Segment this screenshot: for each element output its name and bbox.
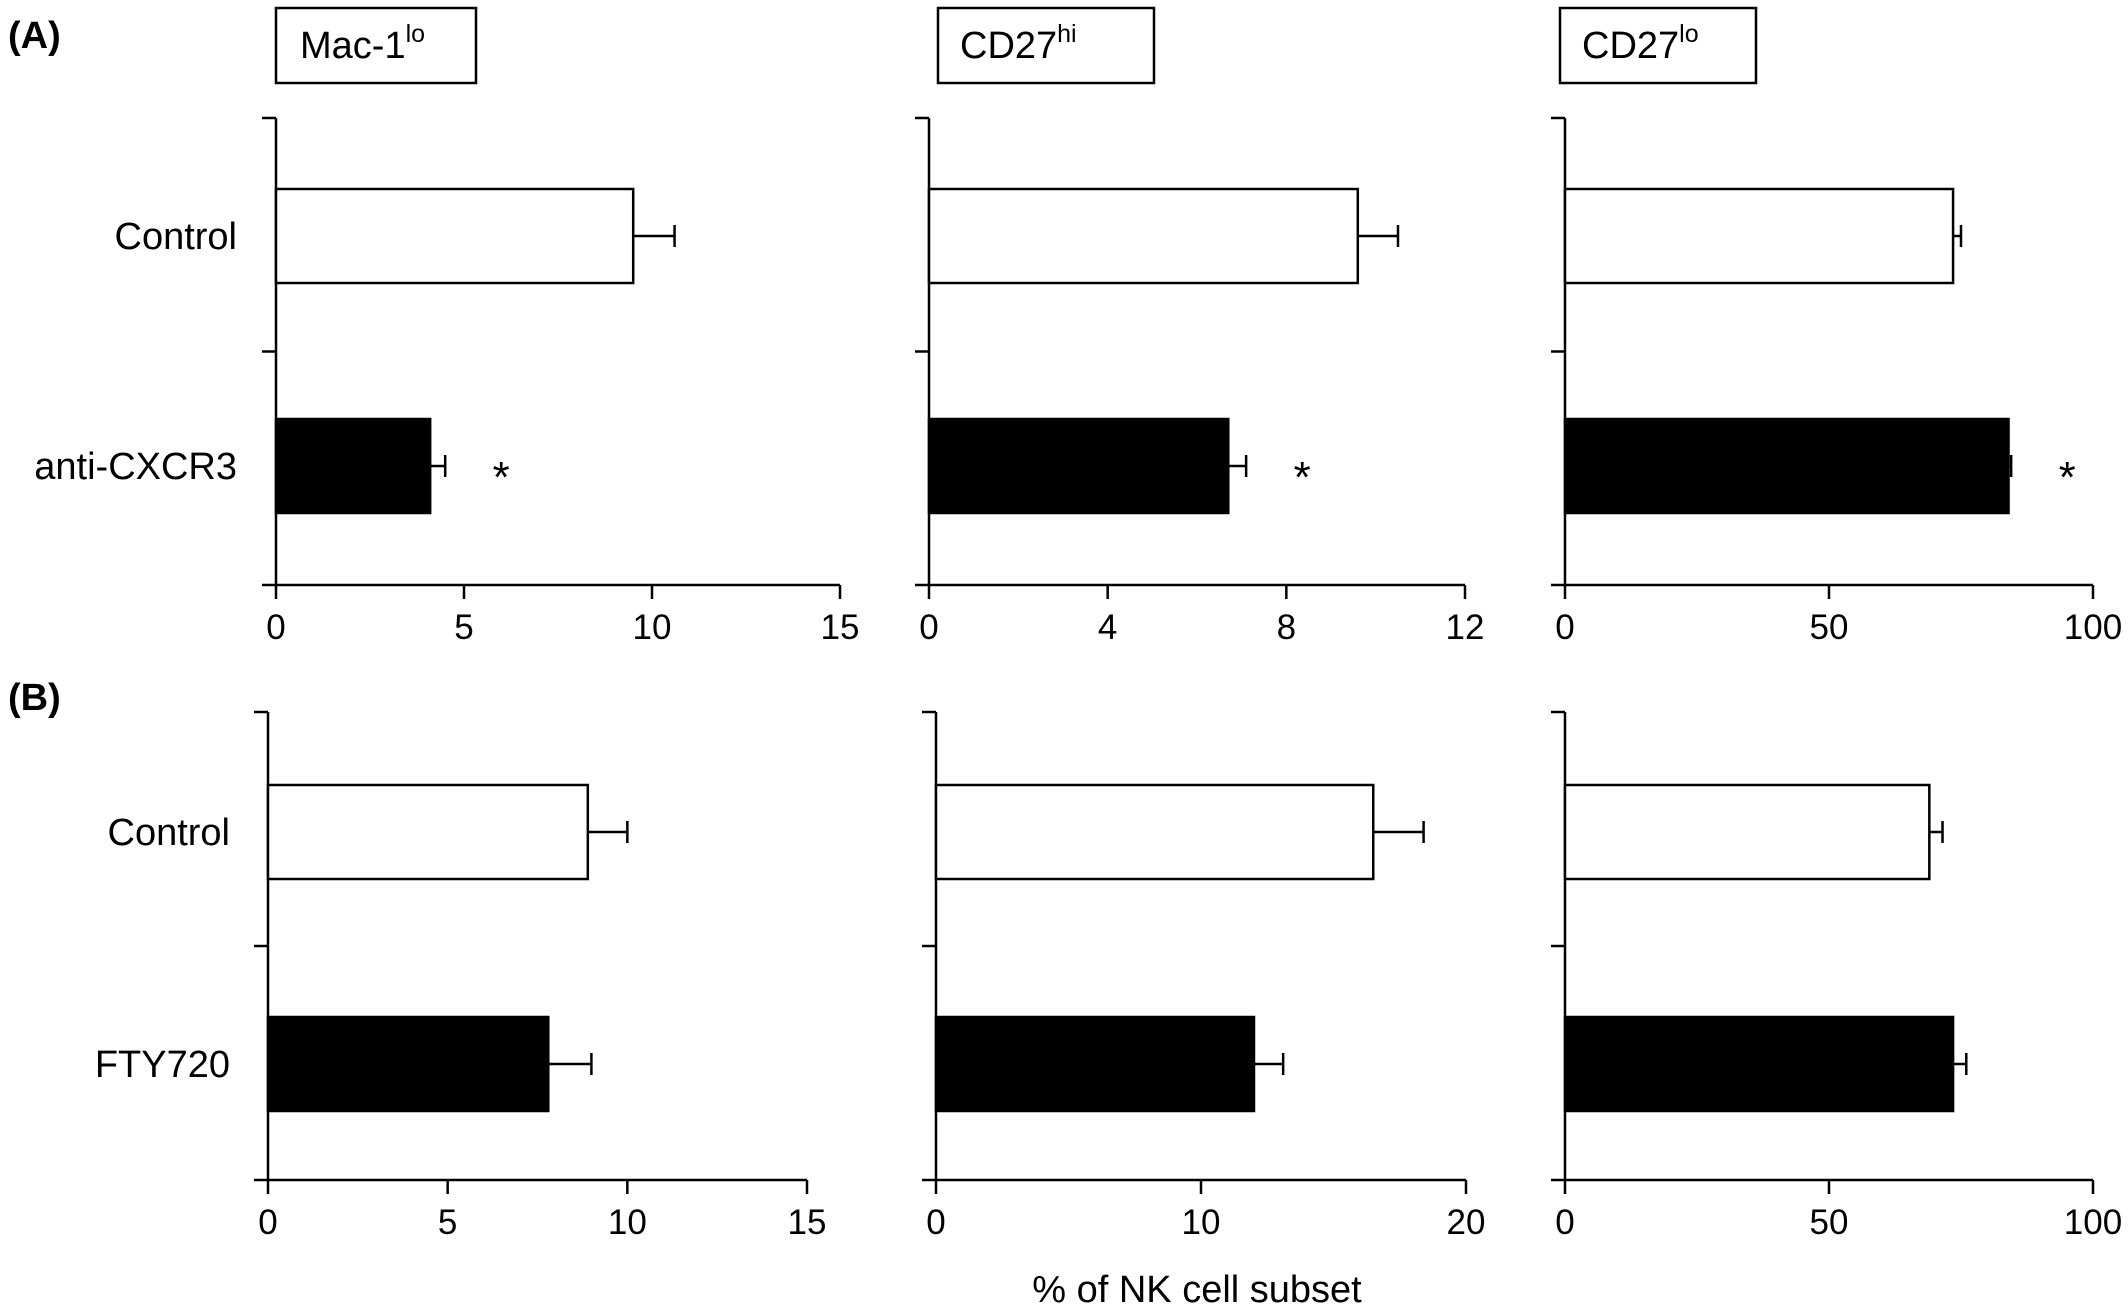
x-tick-label: 0 bbox=[258, 1203, 277, 1242]
subset-superscript: lo bbox=[1679, 20, 1698, 48]
chart-panel: 0 10 20 bbox=[922, 710, 1486, 1242]
x-tick-label: 0 bbox=[1555, 608, 1574, 647]
significance-marker: * bbox=[493, 453, 510, 502]
category-label: FTY720 bbox=[95, 1044, 230, 1086]
chart-panel: 0 50 100 * bbox=[1551, 116, 2122, 647]
panel-label-b: (B) bbox=[8, 677, 61, 719]
svg-text:CD27hi: CD27hi bbox=[960, 20, 1077, 67]
chart-panel: 0 50 100 bbox=[1551, 710, 2122, 1242]
bar-treated bbox=[1563, 417, 2010, 515]
subset-box-cd27hi: CD27hi bbox=[936, 6, 1156, 85]
x-axis-title: % of NK cell subset bbox=[1032, 1269, 1362, 1311]
significance-marker: * bbox=[1294, 453, 1311, 502]
x-tick-label: 4 bbox=[1098, 608, 1117, 647]
subset-name: CD27 bbox=[960, 25, 1057, 67]
x-tick-label: 5 bbox=[454, 608, 473, 647]
x-tick-label: 0 bbox=[1555, 1203, 1574, 1242]
subset-box-cd27lo: CD27lo bbox=[1558, 6, 1758, 85]
x-tick-label: 100 bbox=[2064, 608, 2122, 647]
bar-treated bbox=[1563, 1015, 1955, 1113]
category-label: Control bbox=[115, 216, 238, 258]
subset-superscript: lo bbox=[406, 20, 425, 48]
bar-treated bbox=[266, 1015, 550, 1113]
panel-label-a: (A) bbox=[8, 15, 61, 57]
x-tick-label: 15 bbox=[788, 1203, 827, 1242]
chart-panel: 0 5 10 15 Control FTY720 bbox=[95, 710, 827, 1242]
x-tick-label: 100 bbox=[2064, 1203, 2122, 1242]
bar-treated bbox=[274, 417, 432, 515]
x-tick-label: 50 bbox=[1810, 608, 1849, 647]
x-tick-label: 0 bbox=[919, 608, 938, 647]
svg-text:Mac-1lo: Mac-1lo bbox=[300, 20, 425, 67]
x-tick-label: 10 bbox=[633, 608, 672, 647]
x-tick-label: 15 bbox=[821, 608, 860, 647]
x-tick-label: 0 bbox=[266, 608, 285, 647]
bar-treated bbox=[934, 1015, 1256, 1113]
subset-superscript: hi bbox=[1057, 20, 1076, 48]
x-tick-label: 10 bbox=[608, 1203, 647, 1242]
bar-control bbox=[927, 187, 1360, 285]
x-tick-label: 8 bbox=[1277, 608, 1296, 647]
x-tick-label: 12 bbox=[1446, 608, 1485, 647]
subset-box-mac1lo: Mac-1lo bbox=[274, 6, 478, 85]
bar-control bbox=[274, 187, 635, 285]
significance-marker: * bbox=[2059, 453, 2076, 502]
x-tick-label: 20 bbox=[1447, 1203, 1486, 1242]
x-tick-label: 50 bbox=[1810, 1203, 1849, 1242]
bar-control bbox=[934, 783, 1375, 881]
x-tick-label: 0 bbox=[926, 1203, 945, 1242]
category-label: Control bbox=[108, 812, 231, 854]
subset-name: Mac-1 bbox=[300, 25, 406, 67]
svg-text:CD27lo: CD27lo bbox=[1582, 20, 1699, 67]
bar-treated bbox=[927, 417, 1230, 515]
bar-control bbox=[1563, 187, 1955, 285]
bar-control bbox=[266, 783, 590, 881]
subset-name: CD27 bbox=[1582, 25, 1679, 67]
x-tick-label: 5 bbox=[438, 1203, 457, 1242]
chart-panel: 0 5 10 15 Control * anti-CXCR3 bbox=[34, 116, 860, 647]
chart-panel: 0 4 8 12 * bbox=[915, 116, 1485, 647]
category-label: anti-CXCR3 bbox=[34, 446, 237, 488]
x-tick-label: 10 bbox=[1182, 1203, 1221, 1242]
bar-control bbox=[1563, 783, 1931, 881]
